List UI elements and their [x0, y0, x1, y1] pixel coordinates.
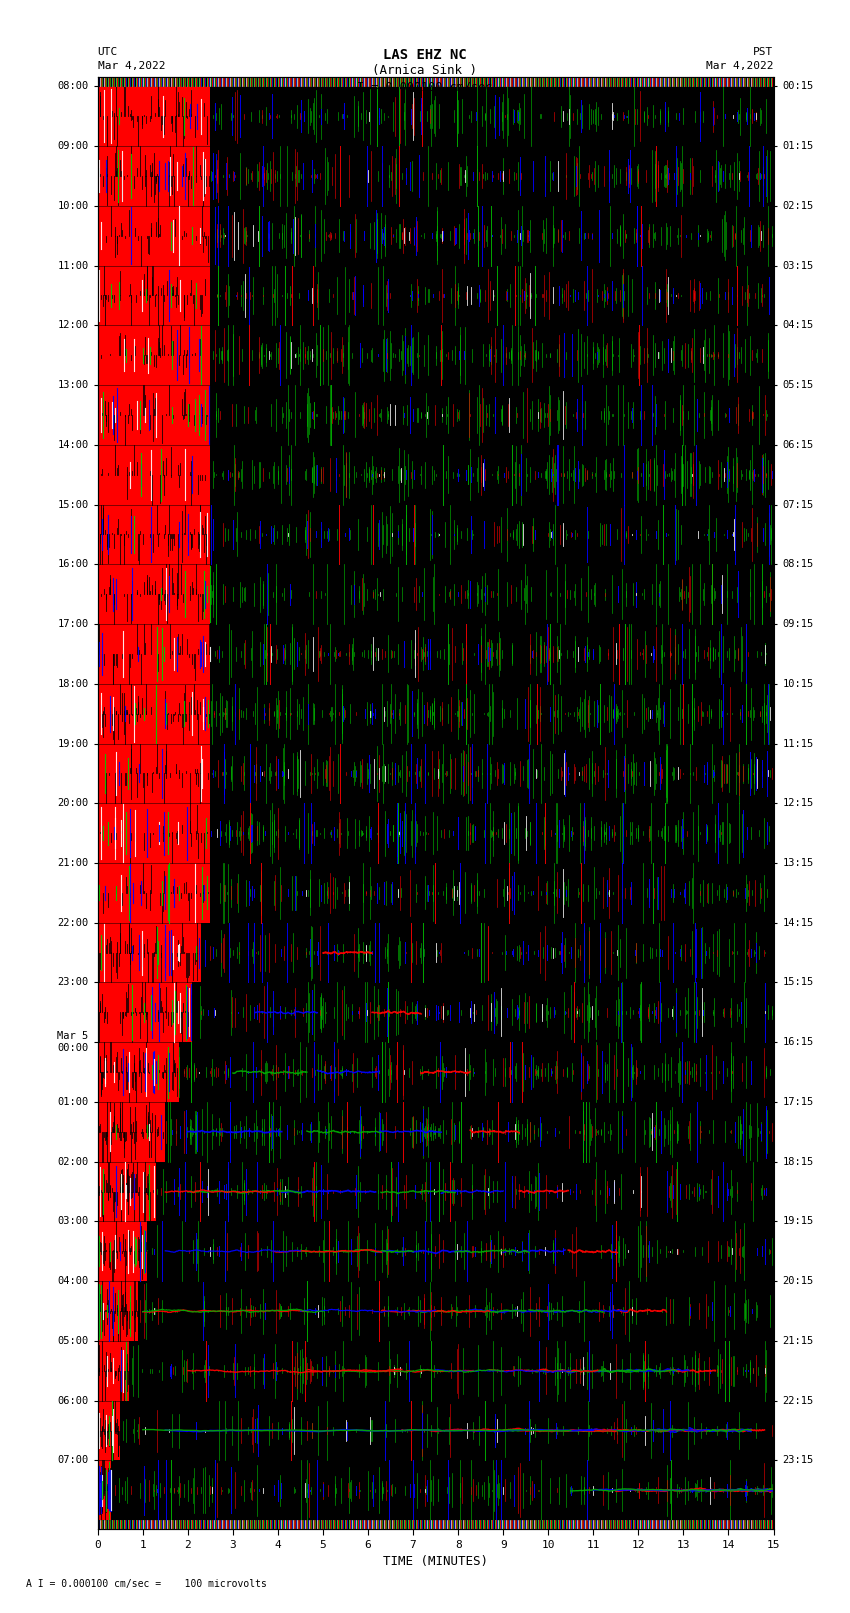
Text: Mar 4,2022: Mar 4,2022 [706, 61, 774, 71]
Text: Mar 4,2022: Mar 4,2022 [98, 61, 165, 71]
Bar [98, 1340, 129, 1400]
Bar [98, 1221, 147, 1281]
Text: LAS EHZ NC: LAS EHZ NC [383, 48, 467, 61]
Text: A I = 0.000100 cm/sec =    100 microvolts: A I = 0.000100 cm/sec = 100 microvolts [26, 1579, 266, 1589]
Bar [98, 684, 210, 744]
Bar [98, 147, 210, 206]
Bar [98, 565, 210, 624]
Bar [98, 923, 201, 982]
Bar [98, 386, 210, 445]
Bar [98, 1161, 156, 1221]
Bar [98, 1460, 111, 1519]
Bar [98, 803, 210, 863]
Bar [98, 624, 210, 684]
Bar [98, 982, 192, 1042]
Bar [98, 206, 210, 266]
Bar [98, 863, 210, 923]
Bar [98, 1281, 139, 1340]
Bar [98, 1400, 120, 1460]
Text: PST: PST [753, 47, 774, 56]
Bar [98, 87, 210, 147]
Bar [98, 1102, 165, 1161]
Text: (Arnica Sink ): (Arnica Sink ) [372, 65, 478, 77]
Bar [98, 1042, 178, 1102]
Bar [98, 266, 210, 326]
X-axis label: TIME (MINUTES): TIME (MINUTES) [383, 1555, 488, 1568]
Bar [98, 445, 210, 505]
Bar [98, 326, 210, 386]
Bar [98, 744, 210, 803]
Bar [98, 505, 210, 565]
Text: I = 0.000100 cm/sec: I = 0.000100 cm/sec [357, 81, 493, 94]
Text: UTC: UTC [98, 47, 118, 56]
